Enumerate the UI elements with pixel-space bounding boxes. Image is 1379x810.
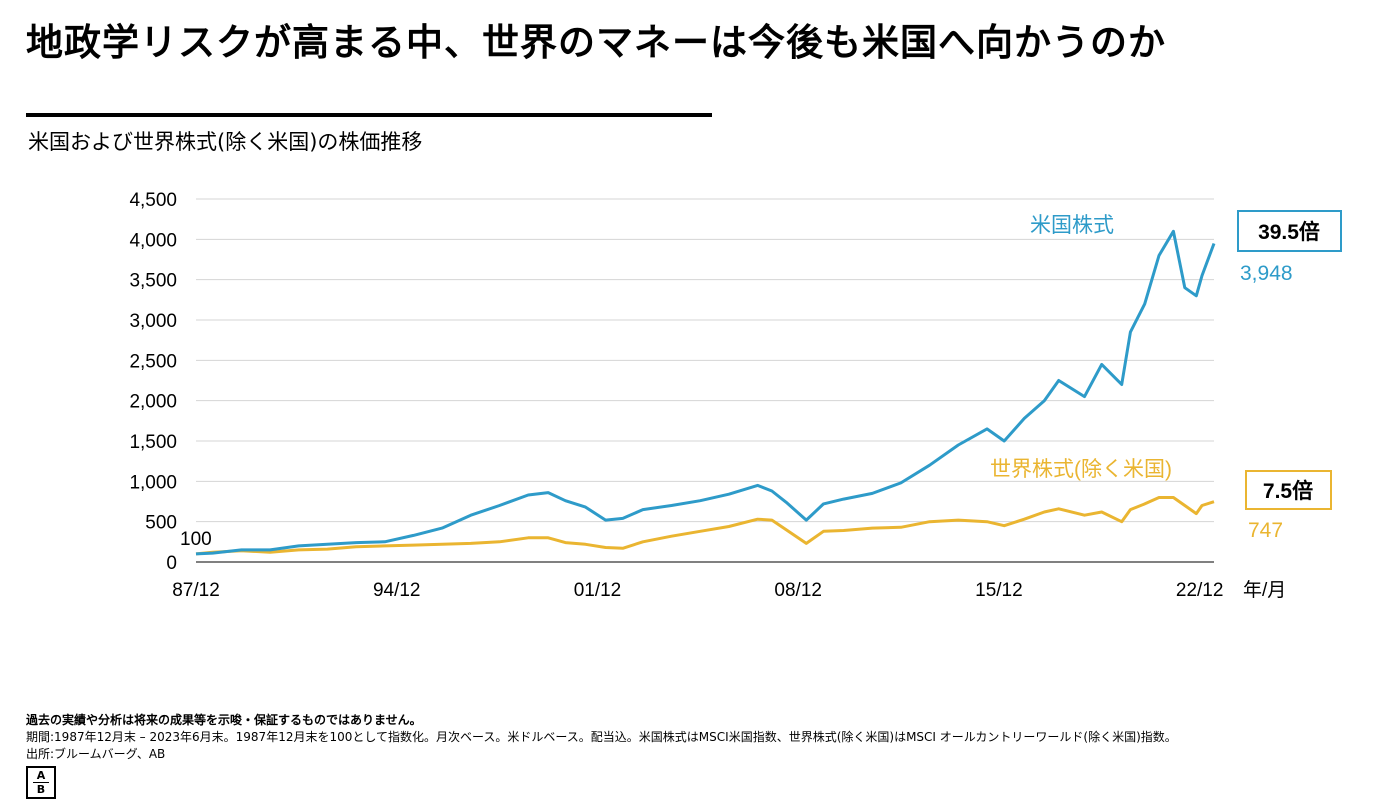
page-title: 地政学リスクが高まる中、世界のマネーは今後も米国へ向かうのか: [26, 21, 1166, 64]
logo-divider: [33, 782, 49, 783]
world-multiple-label: 7.5倍: [1263, 479, 1313, 503]
logo-letter-bottom: B: [36, 783, 46, 796]
y-tick-label: 500: [145, 513, 177, 534]
y-tick-label: 3,500: [129, 271, 177, 292]
chart-subtitle: 米国および世界株式(除く米国)の株価推移: [28, 130, 423, 154]
x-tick-label: 22/12: [1176, 580, 1224, 601]
us-multiple-label: 39.5倍: [1258, 220, 1320, 244]
y-tick-label: 3,000: [129, 311, 177, 332]
y-tick-label: 2,500: [129, 351, 177, 372]
world-multiple-box: [1245, 470, 1332, 510]
ab-logo: A B: [26, 766, 56, 799]
x-tick-label: 94/12: [373, 580, 421, 601]
logo-letter-top: A: [36, 769, 46, 782]
stock-index-line-chart: 0 500 1,000 1,500 2,000 2,500 3,000 3,500 4,000 4…: [129, 190, 1342, 601]
start-value-label: 100: [180, 529, 212, 550]
title-divider: [26, 113, 712, 117]
world-end-value: 747: [1248, 519, 1283, 542]
series-line-world-ex-us: [195, 496, 1215, 556]
x-tick-label: 87/12: [172, 580, 220, 601]
series-label-world-ex-us: 世界株式(除く米国): [990, 458, 1172, 481]
x-tick-label: 01/12: [574, 580, 622, 601]
source-note: 出所:ブルームバーグ、AB: [26, 747, 166, 761]
footer-notes: 過去の実績や分析は将来の成果等を示唆・保証するものではありません。 期間:198…: [26, 712, 1177, 763]
y-tick-label: 4,500: [129, 190, 177, 211]
y-tick-label: 2,000: [129, 392, 177, 413]
y-tick-label: 4,000: [129, 230, 177, 251]
x-axis-unit: 年/月: [1243, 579, 1286, 601]
us-end-value: 3,948: [1240, 262, 1293, 285]
us-multiple-box: [1237, 210, 1342, 252]
y-tick-label: 1,000: [129, 472, 177, 493]
series-line-us: [195, 229, 1216, 556]
period-note: 期間:1987年12月末 – 2023年6月末。1987年12月末を100として…: [26, 730, 1177, 744]
series-label-us: 米国株式: [1030, 214, 1114, 237]
x-tick-label: 08/12: [774, 580, 822, 601]
disclaimer-text: 過去の実績や分析は将来の成果等を示唆・保証するものではありません。: [26, 713, 422, 727]
y-tick-label: 0: [166, 553, 177, 574]
x-tick-label: 15/12: [975, 580, 1023, 601]
y-tick-label: 1,500: [129, 432, 177, 453]
